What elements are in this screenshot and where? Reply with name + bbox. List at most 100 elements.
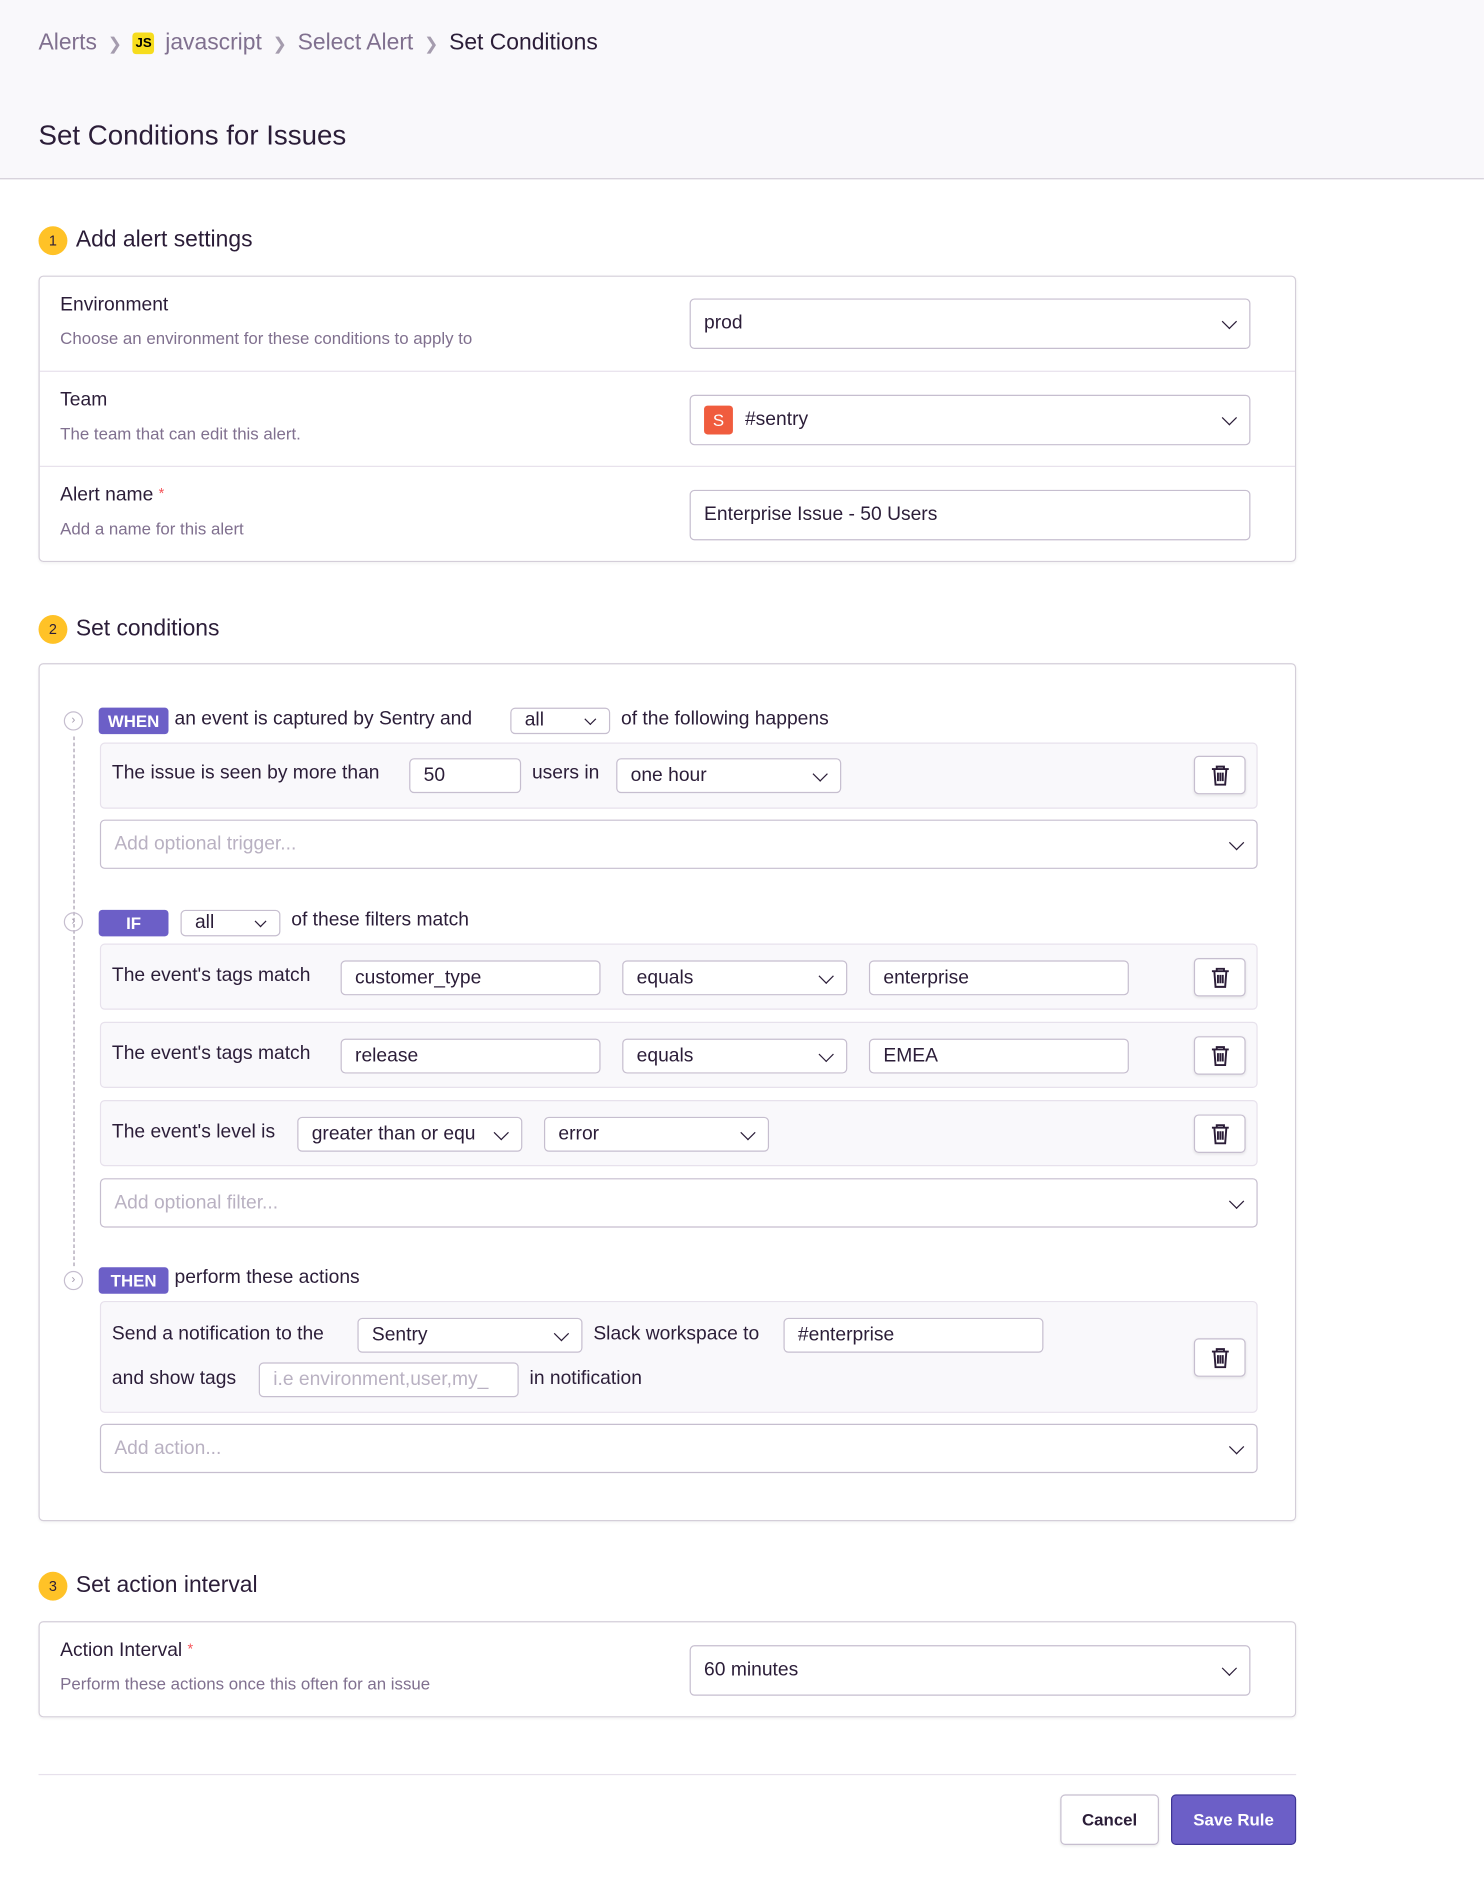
chevron-down-icon [493,1124,509,1140]
alert-settings-panel: Environment Choose an environment for th… [38,275,1297,563]
workspace-select[interactable]: Sentry [357,1317,583,1353]
field-description: Choose an environment for these conditio… [60,328,473,348]
if-match-select[interactable]: all [180,909,281,937]
placeholder: Add optional trigger... [114,833,297,854]
chevron-right-icon: ❯ [272,33,287,53]
section-title: Set action interval [75,1572,258,1599]
environment-select[interactable]: prod [689,298,1251,350]
placeholder: Add action... [114,1437,222,1459]
filter-label: The event's tags match [111,965,311,986]
add-action-select[interactable]: Add action... [99,1423,1258,1474]
when-match-select[interactable]: all [510,707,611,735]
level-select[interactable]: error [543,1116,770,1152]
field-label: Action Interval * [60,1640,193,1662]
interval-value: one hour [630,764,707,786]
breadcrumb-select-alert[interactable]: Select Alert [297,30,414,56]
conditions-panel [38,663,1297,1522]
chevron-down-icon [812,765,828,782]
trash-icon [1211,1124,1229,1145]
trash-icon [1211,1046,1229,1067]
operator-select[interactable]: equals [622,1038,848,1074]
workspace-value: Sentry [371,1324,428,1345]
cancel-button[interactable]: Cancel [1060,1794,1159,1845]
when-badge: WHEN [98,707,169,735]
trigger-condition: The issue is seen by more than 50 users … [99,742,1258,809]
step-number: 2 [38,614,68,644]
page-title: Set Conditions for Issues [38,119,347,151]
section-heading: 3 Set action interval [38,1571,258,1601]
operator-value: equals [636,1045,694,1066]
trash-icon [1211,1348,1229,1369]
add-trigger-select[interactable]: Add optional trigger... [99,819,1258,869]
tag-filter: The event's tags match customer_type equ… [99,943,1258,1010]
tag-key-input[interactable]: customer_type [340,960,601,996]
chevron-down-icon [740,1124,756,1140]
alert-name-row: Alert name * Add a name for this alert E… [40,467,1295,562]
tag-value-input[interactable]: enterprise [868,960,1129,996]
section-heading: 2 Set conditions [38,614,220,644]
delete-button[interactable] [1193,1036,1246,1075]
footer-divider [38,1773,1297,1776]
action-interval-panel: Action Interval * Perform these actions … [38,1621,1297,1718]
team-row: Team The team that can edit this alert. … [39,372,1295,467]
breadcrumb-project[interactable]: javascript [165,30,262,56]
action-text: in notification [529,1368,642,1389]
chevron-down-icon [584,713,597,726]
action-interval-select[interactable]: 60 minutes [689,1645,1251,1696]
team-select[interactable]: S #sentry [689,394,1251,446]
alert-name-input[interactable]: Enterprise Issue - 50 Users [689,489,1251,541]
chevron-down-icon [553,1325,570,1341]
when-text-after: of the following happens [621,708,829,730]
then-text: perform these actions [174,1267,360,1288]
slack-action: Send a notification to the Sentry Slack … [99,1300,1258,1413]
user-count-input[interactable]: 50 [409,758,522,794]
breadcrumb: Alerts ❯ JS javascript ❯ Select Alert ❯ … [39,30,598,56]
tag-filter: The event's tags match release equals EM… [99,1021,1258,1088]
label-text: Alert name [60,485,154,506]
filter-label: The event's level is [111,1121,276,1143]
delete-button[interactable] [1193,1114,1246,1153]
delete-button[interactable] [1193,755,1246,795]
level-operator-select[interactable]: greater than or equ [297,1116,523,1152]
chevron-down-icon [818,968,834,984]
field-description: The team that can edit this alert. [60,423,301,443]
field-label: Team [60,389,108,411]
condition-text: The issue is seen by more than [111,763,380,784]
operator-value: equals [636,967,694,988]
tag-key-input[interactable]: release [340,1038,601,1074]
required-marker: * [187,1640,194,1658]
chevron-down-icon [1221,313,1238,330]
when-text: an event is captured by Sentry and [174,708,473,730]
channel-input[interactable]: #enterprise [783,1317,1044,1353]
breadcrumb-current: Set Conditions [449,30,598,56]
if-badge: IF [98,909,169,937]
add-filter-select[interactable]: Add optional filter... [99,1178,1258,1228]
operator-select[interactable]: equals [622,960,848,996]
trash-icon [1211,765,1229,786]
step-number: 3 [38,1571,68,1601]
section-title: Add alert settings [75,227,253,253]
interval-select[interactable]: one hour [616,758,842,794]
operator-value: greater than or equ [311,1123,476,1144]
condition-text: users in [531,763,600,784]
label-text: Action Interval [60,1640,183,1661]
tag-value-input[interactable]: EMEA [868,1038,1129,1074]
delete-button[interactable] [1193,957,1246,997]
team-value: #sentry [744,409,809,430]
save-rule-button[interactable]: Save Rule [1171,1794,1297,1845]
breadcrumb-alerts[interactable]: Alerts [38,30,97,56]
section-title: Set conditions [75,616,220,642]
step-number: 1 [38,226,68,256]
chevron-down-icon [1221,410,1238,426]
environment-value: prod [704,312,743,334]
filter-label: The event's tags match [111,1043,311,1064]
chevron-right-icon: ❯ [424,33,439,53]
chevron-down-icon [1228,1193,1245,1209]
field-label: Environment [60,294,169,316]
tags-input[interactable]: i.e environment,user,my_ [258,1362,519,1398]
chevron-down-icon [818,1046,834,1062]
environment-row: Environment Choose an environment for th… [39,277,1295,372]
delete-button[interactable] [1193,1338,1246,1377]
interval-value: 60 minutes [704,1659,799,1681]
match-value: all [524,710,545,731]
